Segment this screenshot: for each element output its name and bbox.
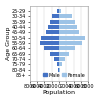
Bar	[41, 36, 59, 40]
Bar	[40, 41, 59, 45]
X-axis label: Population: Population	[42, 90, 75, 95]
Bar	[58, 68, 59, 72]
Bar	[59, 68, 60, 72]
Bar	[59, 14, 72, 18]
Bar	[50, 52, 59, 56]
Bar	[59, 25, 77, 29]
Bar	[59, 52, 69, 56]
Bar	[44, 46, 59, 50]
Bar	[46, 30, 59, 34]
Bar	[59, 9, 62, 13]
Bar	[59, 20, 75, 24]
Bar	[50, 20, 59, 24]
Bar	[57, 9, 59, 13]
Bar	[57, 62, 59, 66]
Legend: Male, Female: Male, Female	[43, 72, 86, 78]
Bar	[54, 57, 59, 61]
Bar	[59, 62, 62, 66]
Bar	[59, 30, 79, 34]
Bar	[52, 14, 59, 18]
Bar	[59, 41, 82, 45]
Bar	[48, 25, 59, 29]
Y-axis label: Age Group: Age Group	[6, 26, 11, 60]
Bar	[59, 36, 85, 40]
Bar	[59, 57, 65, 61]
Bar	[59, 46, 75, 50]
